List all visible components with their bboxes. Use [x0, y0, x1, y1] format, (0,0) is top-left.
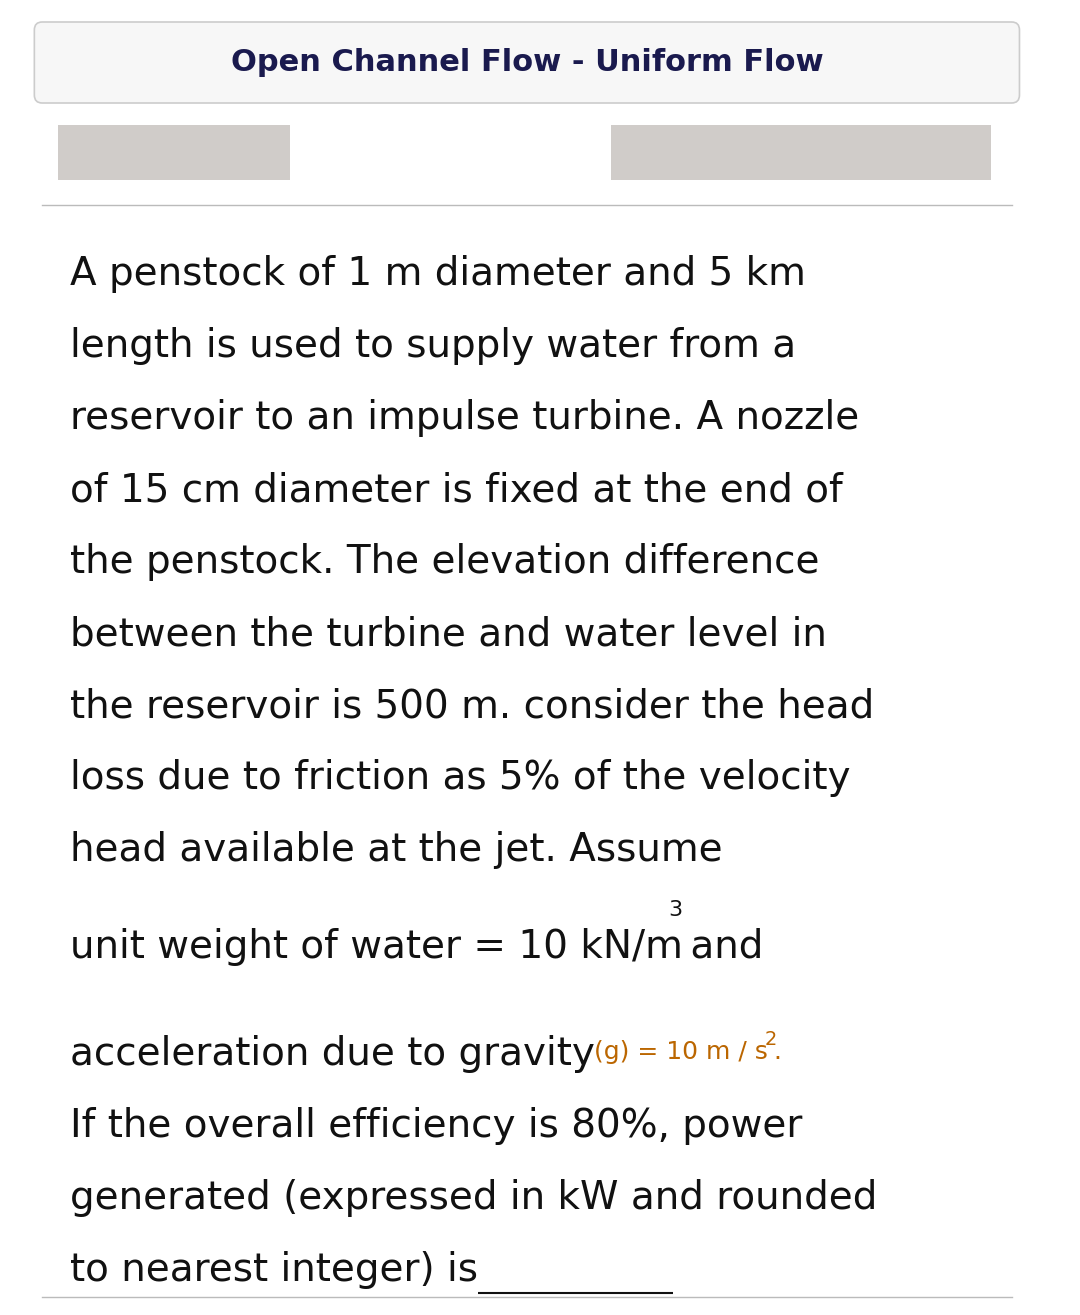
- Text: Open Channel Flow - Uniform Flow: Open Channel Flow - Uniform Flow: [231, 49, 823, 78]
- Text: If the overall efficiency is 80%, power: If the overall efficiency is 80%, power: [70, 1107, 802, 1145]
- Text: (g) = 10 m / s: (g) = 10 m / s: [594, 1040, 768, 1064]
- Text: and: and: [678, 928, 764, 967]
- FancyBboxPatch shape: [35, 22, 1020, 103]
- Text: .: .: [773, 1040, 781, 1064]
- FancyBboxPatch shape: [58, 125, 289, 180]
- Text: A penstock of 1 m diameter and 5 km: A penstock of 1 m diameter and 5 km: [70, 255, 806, 293]
- Text: the reservoir is 500 m. consider the head: the reservoir is 500 m. consider the hea…: [70, 686, 875, 725]
- FancyBboxPatch shape: [611, 125, 990, 180]
- Text: to nearest integer) is: to nearest integer) is: [70, 1251, 478, 1289]
- Text: the penstock. The elevation difference: the penstock. The elevation difference: [70, 543, 820, 581]
- Text: length is used to supply water from a: length is used to supply water from a: [70, 327, 796, 366]
- Text: (g) = 10 m / s: (g) = 10 m / s: [594, 1040, 768, 1064]
- Text: unit weight of water = 10 kN/m: unit weight of water = 10 kN/m: [70, 928, 684, 967]
- Text: between the turbine and water level in: between the turbine and water level in: [70, 615, 827, 654]
- Text: to nearest integer) is: to nearest integer) is: [70, 1251, 478, 1289]
- Text: unit weight of water = 10 kN/m: unit weight of water = 10 kN/m: [70, 928, 684, 967]
- Text: acceleration due to gravity: acceleration due to gravity: [70, 1035, 608, 1073]
- Text: head available at the jet. Assume: head available at the jet. Assume: [70, 831, 723, 869]
- Text: loss due to friction as 5% of the velocity: loss due to friction as 5% of the veloci…: [70, 759, 851, 797]
- Text: reservoir to an impulse turbine. A nozzle: reservoir to an impulse turbine. A nozzl…: [70, 398, 860, 437]
- Text: generated (expressed in kW and rounded: generated (expressed in kW and rounded: [70, 1180, 878, 1216]
- Text: of 15 cm diameter is fixed at the end of: of 15 cm diameter is fixed at the end of: [70, 471, 843, 509]
- Text: 2: 2: [765, 1030, 777, 1049]
- Text: acceleration due to gravity: acceleration due to gravity: [70, 1035, 608, 1073]
- Text: 3: 3: [669, 899, 683, 920]
